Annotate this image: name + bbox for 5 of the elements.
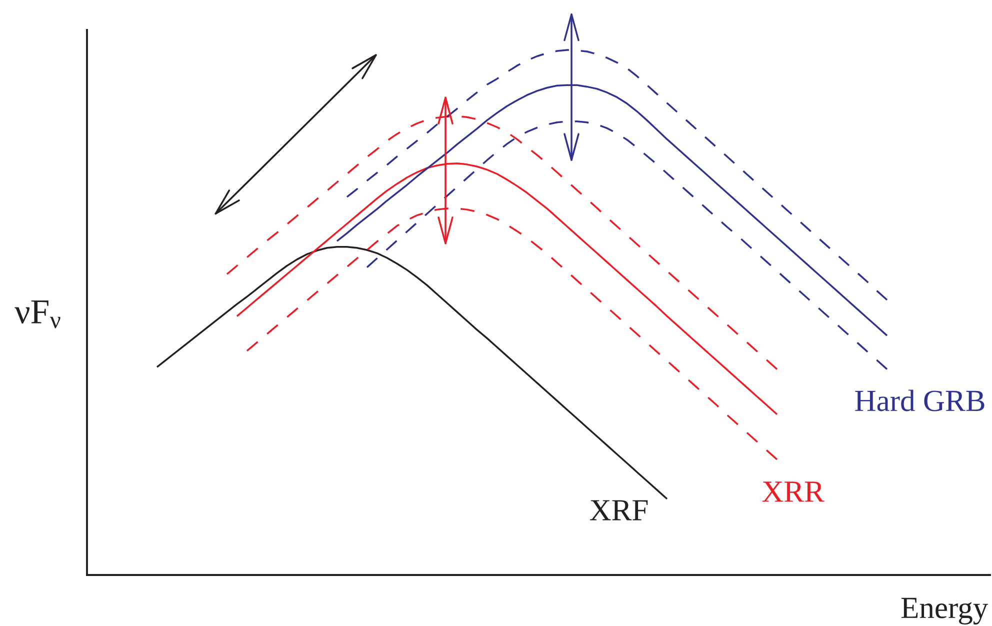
text: XRR [762, 482, 824, 502]
text: Hard GRB [855, 390, 984, 412]
series-label: XRF [590, 500, 648, 520]
x-axis-title: Energy [901, 598, 988, 625]
y-axis-title: νF$_{ν}$ [14, 300, 60, 328]
